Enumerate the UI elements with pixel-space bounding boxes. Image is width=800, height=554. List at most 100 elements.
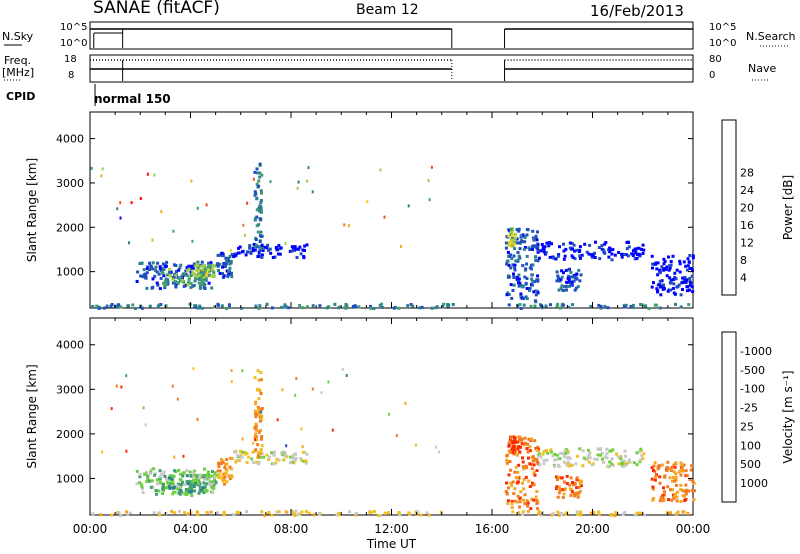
power-cell bbox=[523, 246, 527, 249]
velocity-cell bbox=[514, 450, 518, 454]
power-cell bbox=[198, 273, 202, 277]
power-cell bbox=[166, 282, 170, 286]
power-cell bbox=[297, 180, 300, 184]
power-cell bbox=[512, 272, 515, 276]
power-cell bbox=[507, 234, 511, 238]
power-cell bbox=[200, 276, 204, 280]
velocity-cell bbox=[338, 513, 341, 517]
velocity-cell bbox=[193, 473, 197, 477]
power-cell bbox=[660, 279, 664, 283]
power-cell bbox=[196, 306, 200, 310]
velocity-cell bbox=[623, 449, 627, 453]
power-cell bbox=[200, 260, 204, 264]
velocity-cell bbox=[229, 467, 233, 471]
velocity-cell bbox=[284, 510, 288, 514]
colorbar-tick-label: 28 bbox=[740, 167, 754, 180]
power-cell bbox=[269, 180, 272, 184]
velocity-cell bbox=[613, 514, 617, 518]
velocity-cell bbox=[673, 492, 677, 496]
power-cell bbox=[407, 204, 410, 208]
power-cell bbox=[531, 273, 534, 277]
power-cell bbox=[509, 238, 513, 242]
velocity-cell bbox=[296, 513, 300, 517]
power-cell bbox=[512, 238, 515, 242]
velocity-cell bbox=[569, 476, 573, 480]
power-cell bbox=[202, 273, 206, 277]
velocity-cell bbox=[290, 509, 294, 513]
velocity-cell bbox=[530, 437, 534, 441]
power-cell bbox=[177, 277, 181, 281]
power-cell bbox=[674, 302, 677, 306]
velocity-cell bbox=[521, 510, 525, 514]
velocity-cell bbox=[555, 453, 559, 457]
power-cell bbox=[216, 264, 220, 268]
velocity-cell bbox=[258, 389, 262, 393]
power-cell bbox=[174, 273, 178, 277]
velocity-cell bbox=[260, 444, 264, 448]
power-cell bbox=[603, 242, 607, 246]
velocity-cell bbox=[212, 487, 216, 490]
velocity-cell bbox=[510, 483, 514, 487]
velocity-cell bbox=[605, 452, 609, 456]
power-cell bbox=[679, 305, 683, 309]
velocity-cell bbox=[203, 467, 206, 471]
velocity-cell bbox=[557, 491, 561, 495]
velocity-cell bbox=[238, 511, 242, 515]
power-cell bbox=[622, 252, 626, 256]
velocity-cell bbox=[208, 482, 212, 486]
power-cell bbox=[669, 288, 673, 292]
power-cell bbox=[171, 281, 175, 285]
velocity-cell bbox=[313, 513, 317, 517]
y-tick-label: 1000 bbox=[56, 472, 84, 485]
power-cell bbox=[571, 280, 574, 284]
x-tick-label: 04:00 bbox=[173, 522, 208, 536]
velocity-cell bbox=[675, 495, 679, 499]
power-cell bbox=[544, 304, 548, 308]
power-cell bbox=[580, 253, 584, 257]
power-cell bbox=[257, 306, 261, 310]
power-cell bbox=[128, 241, 130, 245]
velocity-cell bbox=[681, 489, 685, 493]
power-cell bbox=[569, 283, 573, 287]
power-cell bbox=[661, 283, 665, 287]
velocity-cell bbox=[509, 468, 513, 472]
colorbar-tick-label: 16 bbox=[740, 219, 754, 232]
power-cell bbox=[169, 274, 172, 278]
velocity-cell bbox=[234, 460, 238, 464]
power-cell bbox=[519, 235, 523, 239]
power-cell bbox=[522, 303, 526, 307]
power-cell bbox=[180, 278, 184, 282]
velocity-cell bbox=[196, 479, 200, 483]
velocity-cell bbox=[557, 465, 561, 469]
velocity-cell bbox=[188, 470, 192, 474]
power-cell bbox=[369, 304, 373, 308]
velocity-cell bbox=[163, 475, 167, 478]
velocity-cell bbox=[211, 480, 215, 484]
velocity-cell bbox=[135, 482, 139, 486]
velocity-cell bbox=[528, 462, 532, 466]
velocity-cell bbox=[158, 513, 162, 517]
velocity-cell bbox=[141, 487, 144, 491]
power-cell bbox=[593, 256, 597, 259]
power-cell bbox=[510, 237, 514, 240]
power-cell bbox=[95, 304, 99, 308]
power-cell bbox=[514, 259, 518, 263]
velocity-cell bbox=[505, 491, 509, 495]
velocity-cell bbox=[274, 461, 278, 465]
velocity-cell bbox=[628, 460, 632, 464]
velocity-cell bbox=[589, 511, 593, 515]
velocity-cell bbox=[198, 486, 202, 490]
velocity-cell bbox=[653, 478, 657, 482]
velocity-cell bbox=[348, 510, 352, 514]
power-cell bbox=[219, 253, 223, 257]
velocity-cell bbox=[684, 492, 688, 496]
power-cell bbox=[652, 281, 655, 285]
velocity-cell bbox=[209, 510, 213, 514]
velocity-cell bbox=[524, 441, 528, 445]
power-cell bbox=[343, 223, 346, 227]
x-tick-label: 08:00 bbox=[274, 522, 309, 536]
power-cell bbox=[675, 268, 679, 272]
x-tick-label: 12:00 bbox=[374, 522, 409, 536]
nsearch-tick-bottom: 10^0 bbox=[709, 38, 737, 49]
velocity-cell bbox=[587, 452, 591, 456]
